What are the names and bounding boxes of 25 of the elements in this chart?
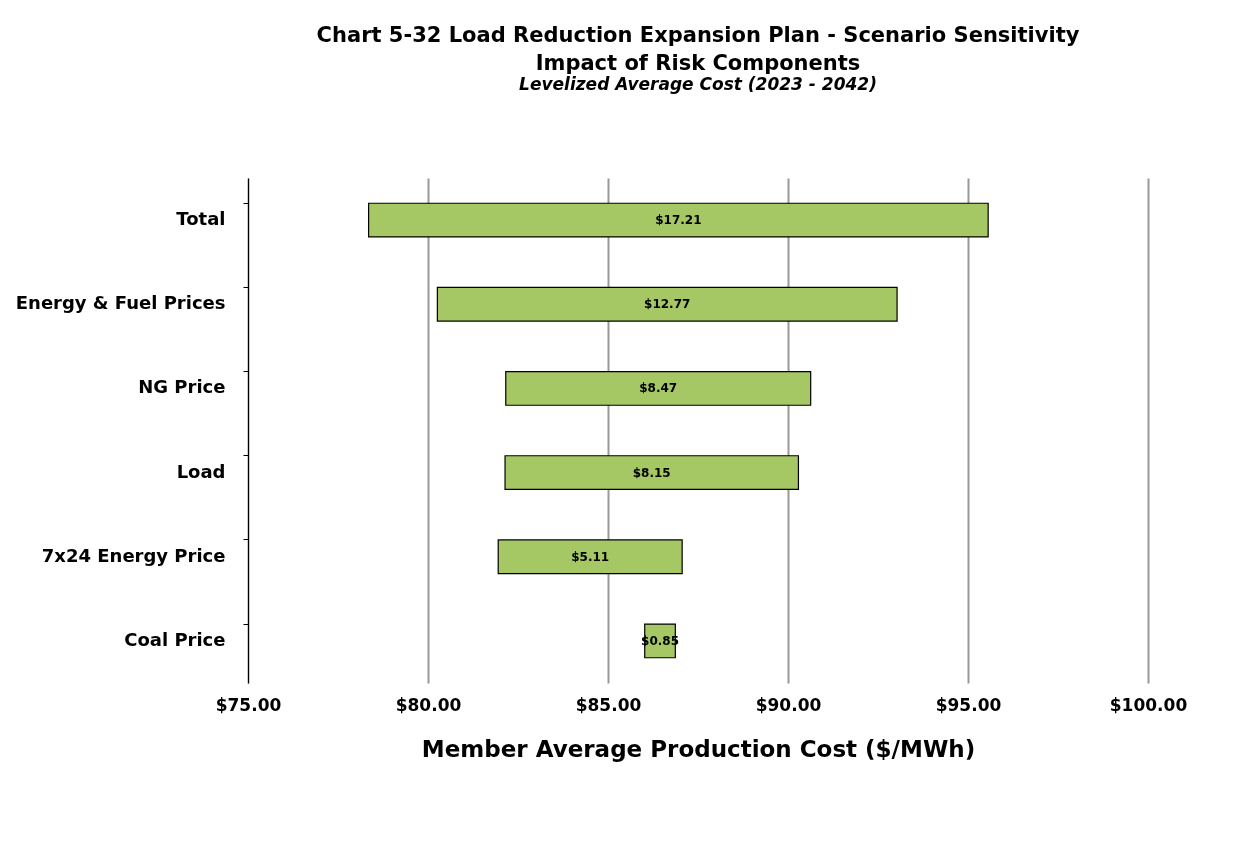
- y-tick-label: Total: [176, 208, 226, 230]
- bar: [368, 202, 989, 238]
- data-label: $12.77: [644, 297, 691, 312]
- data-label: $8.15: [632, 465, 671, 480]
- y-tick-label: Coal Price: [124, 628, 226, 650]
- y-tick-label: NG Price: [138, 376, 226, 398]
- x-tick-label: $80.00: [395, 694, 462, 715]
- x-tick-label: $100.00: [1109, 694, 1188, 715]
- bar: [504, 455, 800, 491]
- chart-subtitle: Levelized Average Cost (2023 - 2042): [519, 74, 877, 94]
- chart-title: Chart 5-32 Load Reduction Expansion Plan - Scenario Sensitivity Impact of Risk Components: [316, 23, 1080, 75]
- bar: [505, 370, 812, 406]
- x-tick-label: $95.00: [935, 694, 1002, 715]
- y-tick-label: 7x24 Energy Price: [41, 544, 226, 566]
- x-tick-label: $85.00: [575, 694, 642, 715]
- y-tick-label: Energy & Fuel Prices: [15, 292, 226, 314]
- bar: [436, 286, 898, 322]
- bar: [497, 539, 683, 575]
- data-label: $17.21: [655, 213, 702, 228]
- y-tick-label: Load: [176, 460, 226, 482]
- x-tick-label: $75.00: [215, 694, 282, 715]
- data-label: $8.47: [639, 381, 678, 396]
- x-axis-title: Member Average Production Cost ($/MWh): [421, 735, 976, 762]
- data-label: $5.11: [571, 549, 610, 564]
- x-tick-label: $90.00: [755, 694, 822, 715]
